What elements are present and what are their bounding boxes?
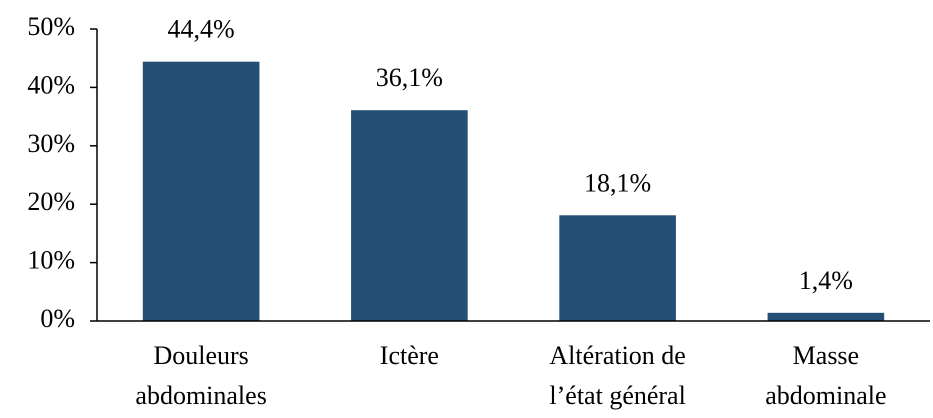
bar [142,61,260,321]
y-tick-label: 50% [27,12,75,41]
value-label: 36,1% [376,63,443,92]
x-tick-label: Ictère [380,341,439,370]
y-tick-label: 40% [27,70,75,99]
x-tick-label: Altération de [549,341,685,370]
value-label: 1,4% [799,266,853,295]
x-tick-label: l’état général [549,381,685,410]
y-tick-label: 20% [27,187,75,216]
bar [559,215,676,321]
y-tick-label: 0% [40,304,75,333]
x-tick-label: abdominales [135,381,266,410]
x-tick-label: abdominale [765,381,886,410]
y-tick-label: 10% [27,246,75,275]
value-label: 44,4% [168,15,235,44]
bar [767,312,885,321]
value-label: 18,1% [584,168,651,197]
x-tick-label: Douleurs [153,341,248,370]
bar [351,110,468,322]
y-tick-label: 30% [27,129,75,158]
x-tick-label: Masse [793,341,859,370]
